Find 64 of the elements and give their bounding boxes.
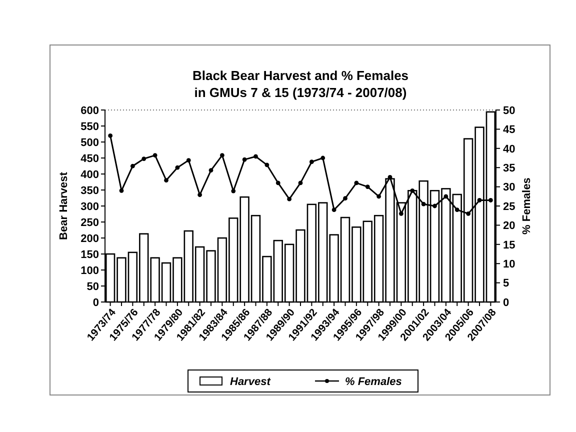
point (466, 211, 471, 216)
y-tick-label: 550 (80, 120, 99, 133)
y-tick-label: 300 (80, 200, 99, 213)
point (152, 153, 158, 158)
point (198, 192, 202, 198)
point (142, 156, 146, 161)
chart-title: Black Bear Harvest and % Females in GMUs 7 & 15 (1973/74 - 2007/08) (192, 68, 409, 100)
y2-axis-title: % Females (521, 178, 533, 234)
y-tick-label: 50 (86, 280, 99, 293)
y-tick-label: 200 (80, 232, 99, 245)
point (242, 157, 247, 162)
point (320, 156, 326, 160)
y-tick-label: 0 (92, 296, 99, 309)
y-tick-label: 500 (80, 136, 99, 149)
point (454, 208, 460, 212)
point (208, 168, 214, 172)
legend-label: Harvest (230, 376, 272, 388)
point (376, 194, 382, 199)
y-tick-label: 150 (80, 248, 99, 261)
point (186, 158, 191, 163)
point (119, 188, 124, 193)
y-tick-label: 400 (80, 168, 99, 181)
point (398, 211, 404, 216)
point (220, 153, 224, 158)
y-tick-label: 100 (80, 264, 99, 277)
y-tick-label: 350 (80, 184, 99, 197)
y-tick-label: 600 (80, 104, 99, 117)
point (276, 180, 280, 186)
point (108, 134, 113, 138)
point (388, 175, 392, 180)
point (298, 180, 303, 186)
y2-tick-label: 35 (503, 162, 516, 174)
y-axis-title: Bear Harvest (58, 172, 70, 240)
y2-tick-label: 45 (503, 124, 516, 136)
y2-tick-label: 15 (503, 239, 516, 252)
point (264, 162, 270, 168)
point (354, 180, 359, 186)
y2-tick-label: 50 (503, 104, 516, 117)
y2-tick-label: 20 (503, 220, 516, 232)
y2-tick-label: 30 (503, 182, 516, 194)
point (477, 198, 482, 202)
y-tick-label: 250 (80, 216, 99, 229)
point (130, 164, 135, 168)
point (444, 194, 448, 199)
point (488, 198, 493, 202)
point (164, 178, 168, 182)
point (432, 204, 437, 208)
y2-tick-label: 25 (503, 200, 516, 213)
point (175, 165, 180, 170)
point (410, 188, 415, 193)
point (343, 196, 348, 201)
legend-label: % Females (345, 376, 402, 388)
y2-tick-label: 0 (503, 296, 510, 309)
point (365, 184, 370, 189)
y2-tick-label: 5 (503, 278, 510, 290)
point (421, 202, 426, 206)
y-tick-label: 450 (80, 152, 99, 165)
point (254, 154, 258, 159)
point (332, 208, 336, 212)
y2-tick-label: 40 (503, 143, 516, 156)
point (231, 188, 236, 194)
y2-tick-label: 10 (503, 258, 516, 270)
point (287, 196, 292, 202)
point (309, 160, 314, 164)
